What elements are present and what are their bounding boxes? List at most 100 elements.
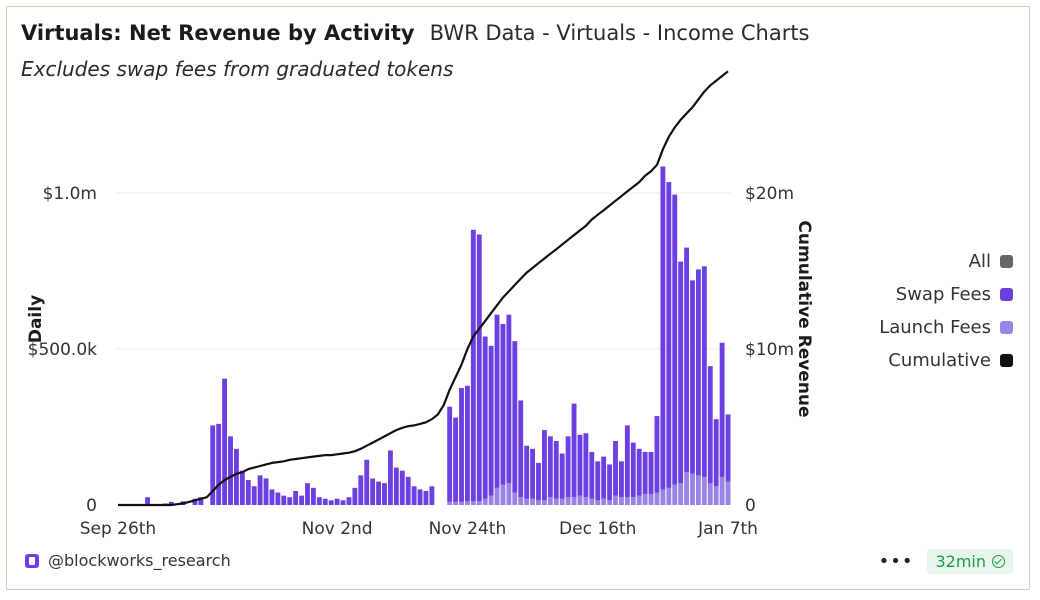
swap-fee-bar (281, 495, 287, 505)
swap-fee-bar (316, 497, 322, 505)
swap-fee-bar (370, 478, 376, 505)
swap-fee-bar (275, 492, 281, 505)
grid-lines (115, 192, 731, 350)
launch-fee-bar (447, 501, 453, 505)
swap-fee-bar (690, 280, 695, 474)
swap-fee-bar (624, 425, 630, 498)
swap-fee-bar (607, 464, 613, 501)
launch-fee-bar (672, 484, 678, 505)
swap-fee-bar (719, 342, 725, 477)
launch-fee-bar (482, 498, 488, 505)
legend-item-all[interactable]: All (879, 245, 1013, 278)
swap-fee-bar (287, 497, 293, 505)
chart-source[interactable]: BWR Data - Virtuals - Income Charts (429, 21, 810, 45)
refresh-time: 32min (935, 552, 986, 571)
swap-fee-bar (494, 314, 500, 488)
launch-fee-bar (666, 487, 672, 505)
swap-fee-bar (589, 451, 595, 499)
swap-fee-bar (666, 182, 672, 488)
x-tick-label: Jan 7th (697, 519, 758, 539)
swap-fee-bar (636, 448, 642, 496)
swap-fee-bar (263, 478, 269, 505)
swap-fee-bar (192, 498, 198, 505)
swap-fee-bar (459, 388, 464, 502)
launch-fee-bar (607, 500, 613, 505)
launch-fee-bar (707, 483, 713, 505)
swap-fee-bar (547, 436, 553, 498)
swap-fee-bar (577, 434, 583, 496)
swap-fee-bar (358, 475, 364, 505)
swap-fee-bar (453, 417, 459, 502)
swap-fee-bar (678, 261, 684, 484)
left-axis-title: Daily (26, 295, 46, 343)
swap-fee-bar (500, 324, 506, 485)
launch-fee-bar (536, 500, 541, 505)
swap-fee-bar (328, 500, 334, 505)
launch-fee-bar (453, 501, 459, 505)
swap-fee-bar (239, 470, 245, 505)
legend-swatch (1000, 255, 1013, 268)
swap-fee-bar (553, 441, 559, 499)
swap-fee-bar (423, 490, 429, 505)
more-options-button[interactable]: ••• (878, 551, 914, 572)
swap-fee-bar (672, 194, 678, 485)
swap-fee-bar (613, 441, 618, 496)
launch-fee-bar (530, 498, 536, 505)
launch-fee-bar (476, 501, 482, 505)
swap-fee-bar (713, 419, 719, 487)
launch-fee-bar (648, 494, 654, 505)
launch-fee-bar (512, 492, 518, 505)
swap-fee-bar (583, 433, 589, 498)
launch-fee-bar (701, 476, 707, 505)
title-row: Virtuals: Net Revenue by Activity BWR Da… (21, 21, 810, 45)
swap-fee-bar (530, 448, 536, 499)
left-tick-label: $1.0m (43, 184, 97, 204)
swap-fee-bar (269, 489, 275, 505)
legend-item-launch-fees[interactable]: Launch Fees (879, 311, 1013, 344)
x-tick-label: Dec 16th (559, 519, 636, 539)
swap-fee-bar (506, 314, 512, 484)
swap-fee-bar (464, 385, 470, 502)
right-tick-label: $10m (745, 340, 794, 360)
refresh-status-badge[interactable]: 32min (927, 549, 1013, 574)
swap-fee-bar (334, 498, 340, 505)
swap-fee-bar (725, 414, 731, 482)
launch-fee-bar (553, 498, 559, 505)
launch-fee-bar (618, 497, 624, 505)
launch-fee-bar (577, 495, 583, 505)
legend-item-swap-fees[interactable]: Swap Fees (879, 278, 1013, 311)
swap-fee-bar (518, 400, 524, 498)
launch-fee-bar (559, 498, 565, 505)
swap-fee-bar (198, 497, 204, 505)
swap-fee-bar (541, 430, 547, 501)
author-link[interactable]: @blockworks_research (25, 551, 231, 570)
launch-fee-bar (459, 501, 464, 505)
bars (145, 166, 731, 505)
cumulative-line-group (118, 70, 729, 507)
swap-fee-bar (310, 487, 316, 505)
x-tick-label: Nov 2nd (302, 519, 373, 539)
launch-fee-bar (595, 500, 601, 505)
swap-fee-bar (340, 500, 346, 505)
launch-fee-bar (642, 494, 648, 505)
launch-fee-bar (470, 501, 476, 505)
chart-card: Virtuals: Net Revenue by Activity BWR Da… (6, 6, 1030, 590)
swap-fee-bar (299, 495, 305, 505)
swap-fee-bar (251, 486, 257, 505)
swap-fee-bar (565, 436, 571, 498)
x-tick-label: Sep 26th (80, 519, 157, 539)
swap-fee-bar (470, 229, 476, 502)
right-tick-label: $20m (745, 184, 794, 204)
chart-plot: 0 $500.0k $1.0m 0 $10m $20m Sep 26th Nov 2nd Nov… (26, 70, 814, 539)
swap-fee-bar (393, 467, 399, 505)
cumulative-line (118, 70, 729, 507)
legend-item-cumulative[interactable]: Cumulative (879, 344, 1013, 377)
swap-fee-bar (293, 490, 299, 505)
swap-fee-bar (346, 497, 352, 505)
launch-fee-bar (464, 501, 470, 505)
launch-fee-bar (565, 497, 571, 505)
swap-fee-bar (245, 480, 251, 505)
swap-fee-bar (233, 448, 239, 505)
swap-fee-bar (559, 453, 565, 499)
swap-fee-bar (595, 461, 601, 501)
